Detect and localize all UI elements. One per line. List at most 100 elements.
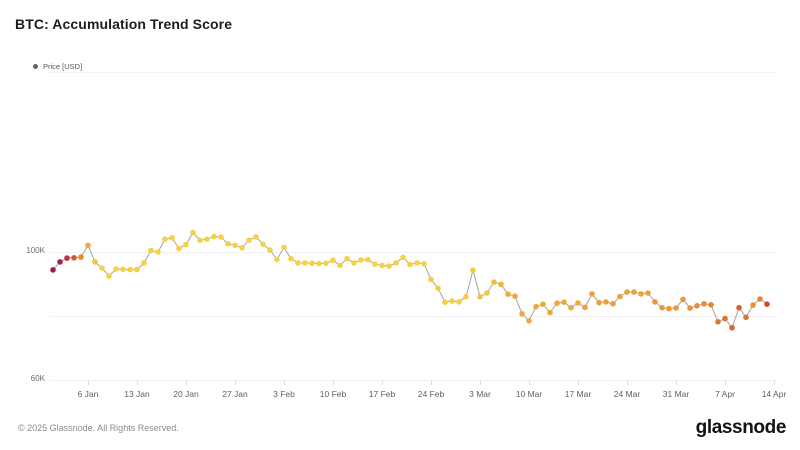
data-point[interactable] <box>358 257 364 263</box>
data-point[interactable] <box>617 293 623 300</box>
data-point[interactable] <box>547 309 553 316</box>
data-point[interactable] <box>505 291 511 298</box>
data-point[interactable] <box>568 304 574 311</box>
data-point[interactable] <box>281 244 287 251</box>
data-point[interactable] <box>183 241 189 248</box>
data-point[interactable] <box>694 303 700 309</box>
data-point[interactable] <box>498 281 504 288</box>
data-point[interactable] <box>743 314 749 321</box>
data-point[interactable] <box>302 260 308 266</box>
data-point[interactable] <box>148 247 154 254</box>
data-point[interactable] <box>351 260 357 266</box>
data-point[interactable] <box>631 289 637 295</box>
data-point[interactable] <box>687 305 693 311</box>
data-point[interactable] <box>561 299 567 306</box>
data-point[interactable] <box>645 290 651 296</box>
data-point[interactable] <box>120 266 126 273</box>
data-point[interactable] <box>407 261 413 268</box>
data-point[interactable] <box>50 267 56 273</box>
data-point[interactable] <box>386 263 392 269</box>
data-point[interactable] <box>519 311 525 317</box>
data-point[interactable] <box>512 293 518 300</box>
data-point[interactable] <box>736 304 742 311</box>
data-point[interactable] <box>225 240 231 247</box>
data-point[interactable] <box>155 249 161 255</box>
data-point[interactable] <box>176 245 182 252</box>
data-point[interactable] <box>365 256 371 263</box>
data-point[interactable] <box>239 245 245 251</box>
data-point[interactable] <box>400 254 406 261</box>
data-point[interactable] <box>428 276 434 283</box>
data-point[interactable] <box>64 255 70 261</box>
data-point[interactable] <box>141 260 147 266</box>
data-point[interactable] <box>323 260 329 267</box>
data-point[interactable] <box>246 237 252 243</box>
data-point[interactable] <box>589 291 595 297</box>
data-point[interactable] <box>624 289 630 295</box>
data-point[interactable] <box>78 254 84 260</box>
data-point[interactable] <box>134 266 140 273</box>
data-point[interactable] <box>162 236 168 242</box>
data-point[interactable] <box>750 302 756 308</box>
data-point[interactable] <box>211 233 217 240</box>
data-point[interactable] <box>477 294 483 300</box>
data-point[interactable] <box>197 237 203 243</box>
data-point[interactable] <box>113 266 119 272</box>
data-point[interactable] <box>92 259 98 265</box>
data-point[interactable] <box>309 260 315 267</box>
data-point[interactable] <box>596 299 602 306</box>
data-point[interactable] <box>169 235 175 241</box>
data-point[interactable] <box>603 299 609 305</box>
data-point[interactable] <box>666 305 672 312</box>
data-point[interactable] <box>71 254 77 261</box>
data-point[interactable] <box>554 300 560 307</box>
data-point[interactable] <box>659 304 665 311</box>
data-point[interactable] <box>680 296 686 303</box>
data-point[interactable] <box>764 301 770 308</box>
data-point[interactable] <box>316 260 322 267</box>
data-point[interactable] <box>449 298 455 304</box>
data-point[interactable] <box>582 304 588 311</box>
data-point[interactable] <box>57 259 63 265</box>
data-point[interactable] <box>127 266 133 273</box>
data-point[interactable] <box>190 229 196 236</box>
data-point[interactable] <box>491 279 497 285</box>
data-point[interactable] <box>456 299 462 305</box>
data-point[interactable] <box>393 260 399 266</box>
data-point[interactable] <box>638 291 644 297</box>
data-point[interactable] <box>652 299 658 305</box>
data-point[interactable] <box>610 301 616 307</box>
data-point[interactable] <box>267 247 273 253</box>
data-point[interactable] <box>288 255 294 262</box>
data-point[interactable] <box>232 242 238 249</box>
data-point[interactable] <box>540 301 546 308</box>
data-point[interactable] <box>99 265 105 271</box>
data-point[interactable] <box>463 294 469 300</box>
data-point[interactable] <box>435 285 441 292</box>
data-point[interactable] <box>533 303 539 310</box>
data-point[interactable] <box>337 262 343 269</box>
data-point[interactable] <box>274 256 280 263</box>
data-point[interactable] <box>218 234 224 240</box>
data-point[interactable] <box>484 290 490 296</box>
data-point[interactable] <box>757 296 763 302</box>
chart-legend[interactable]: Price [USD] <box>33 62 82 71</box>
data-point[interactable] <box>379 262 385 269</box>
data-point[interactable] <box>421 261 427 267</box>
data-point[interactable] <box>708 302 714 308</box>
data-point[interactable] <box>260 241 266 248</box>
data-point[interactable] <box>470 267 476 274</box>
data-point[interactable] <box>330 257 336 264</box>
data-point[interactable] <box>673 305 679 311</box>
data-point[interactable] <box>106 273 112 279</box>
data-point[interactable] <box>701 301 707 307</box>
data-point[interactable] <box>253 234 259 240</box>
data-point[interactable] <box>85 242 91 249</box>
data-point[interactable] <box>344 255 350 262</box>
data-point[interactable] <box>372 261 378 268</box>
data-point[interactable] <box>414 260 420 266</box>
data-point[interactable] <box>526 318 532 324</box>
data-point[interactable] <box>442 299 448 306</box>
data-point[interactable] <box>722 315 728 322</box>
